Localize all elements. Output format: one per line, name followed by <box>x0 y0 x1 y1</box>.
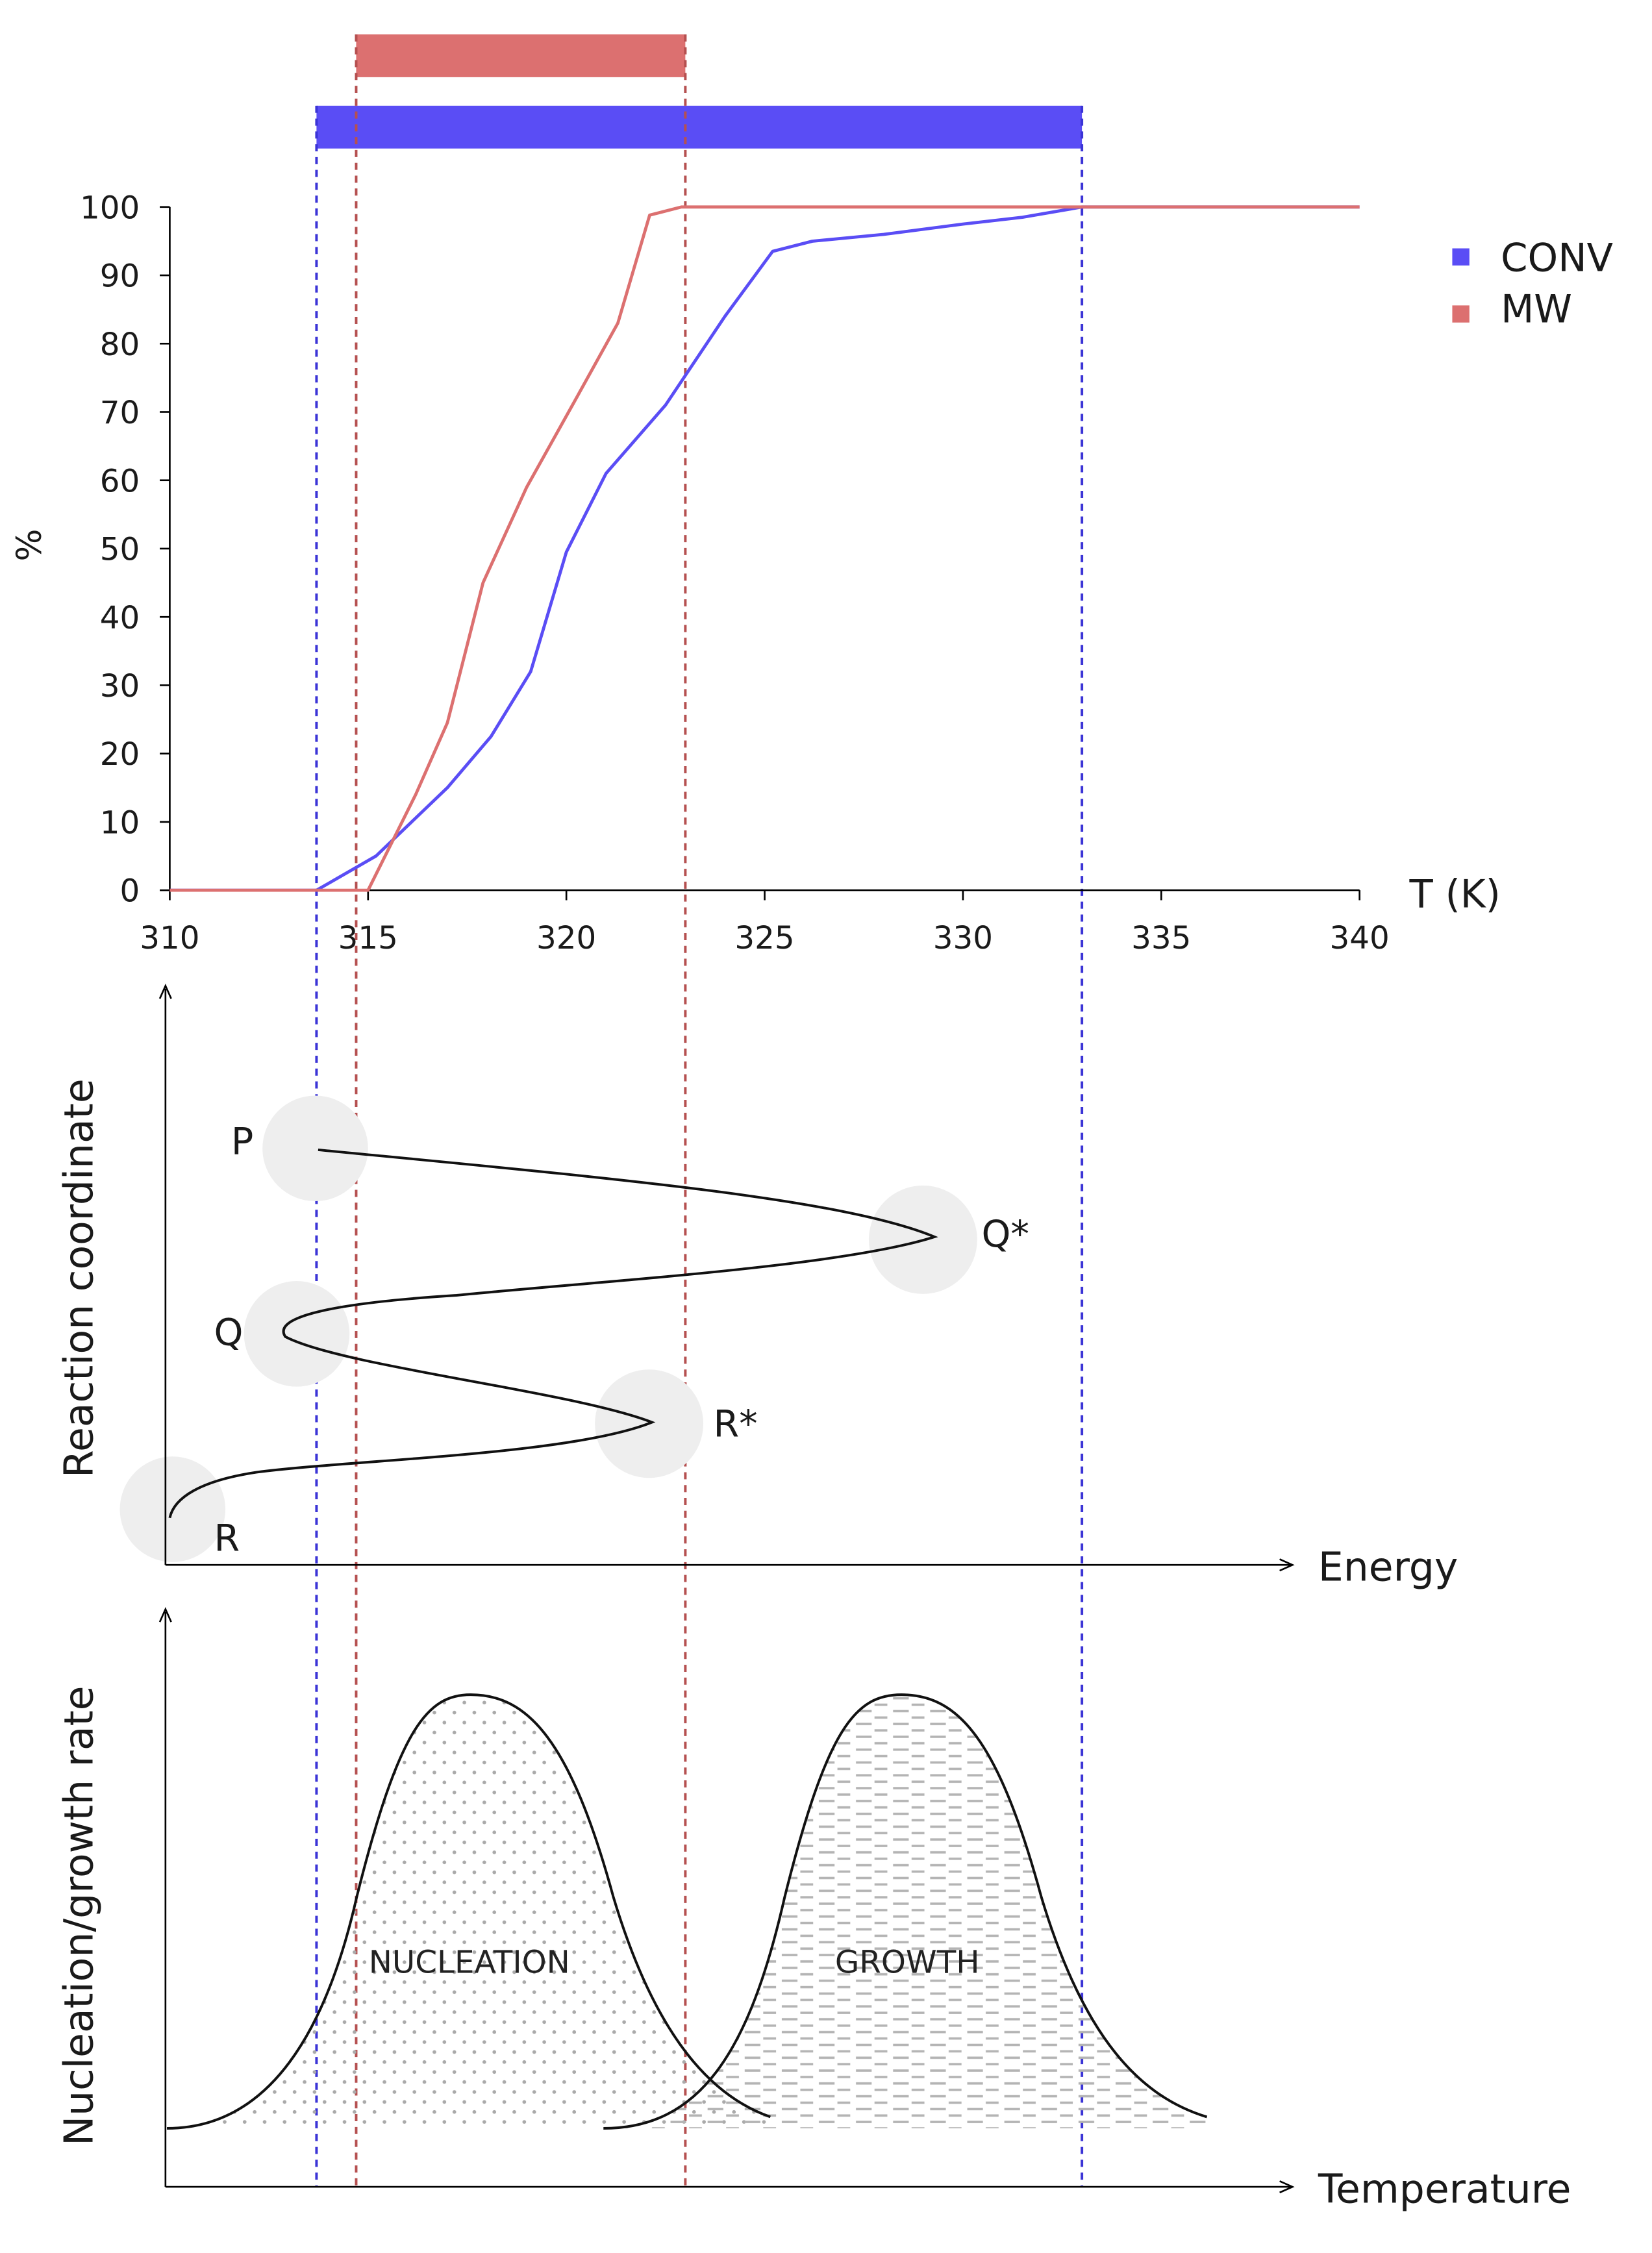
growth-fill <box>603 1695 1207 2129</box>
y-axis-arrowhead <box>158 984 172 999</box>
y-tick-label: 30 <box>100 668 140 704</box>
nucleation-fill <box>167 1695 771 2129</box>
x-tick-label: 335 <box>1131 920 1191 956</box>
label-p: P <box>231 1121 253 1164</box>
state-circle-p <box>262 1095 368 1202</box>
x-ticks: 310 315 320 325 330 335 340 <box>140 890 1390 956</box>
x-tick-label: 315 <box>338 920 398 956</box>
y-tick-label: 90 <box>100 258 140 295</box>
rate-diagram: NUCLEATION GROWTH Nucleation/growth rate… <box>55 1607 1571 2212</box>
label-r: R <box>214 1517 240 1560</box>
conversion-chart: 0 10 20 30 40 50 60 70 80 90 100 310 315 320 325 330 33… <box>10 190 1614 956</box>
y-tick-label: 100 <box>80 190 140 226</box>
nucleation-curve <box>167 1693 771 2130</box>
energy-x-axis-label: Energy <box>1318 1543 1458 1590</box>
y-tick-label: 80 <box>100 327 140 363</box>
label-q-star: Q* <box>981 1213 1029 1256</box>
y-tick-label: 20 <box>100 736 140 773</box>
series-line-mw <box>169 205 1360 892</box>
y-tick-label: 40 <box>100 600 140 636</box>
rate-x-axis-arrowhead <box>1279 2180 1295 2194</box>
x-tick-label: 330 <box>933 920 993 956</box>
label-q: Q <box>214 1312 244 1354</box>
legend-swatch-conv <box>1452 248 1470 266</box>
energy-diagram: P Q* Q R* R Reaction coordinate Energy <box>55 984 1458 1590</box>
energy-y-axis-label: Reaction coordinate <box>55 1078 102 1478</box>
y-axis-label: % <box>10 529 49 561</box>
x-tick-label: 340 <box>1330 920 1390 956</box>
legend-label-mw: MW <box>1501 287 1572 332</box>
x-tick-label: 325 <box>734 920 794 956</box>
x-tick-label: 320 <box>536 920 596 956</box>
range-bar-conv <box>316 105 1083 149</box>
nucleation-label: NUCLEATION <box>369 1945 570 1981</box>
x-axis-label: T (K) <box>1409 871 1501 916</box>
y-tick-label: 70 <box>100 395 140 431</box>
y-ticks: 0 10 20 30 40 50 60 70 80 90 100 <box>80 190 170 910</box>
growth-label: GROWTH <box>835 1945 980 1981</box>
legend-swatch-mw <box>1452 305 1470 323</box>
rate-y-axis-label: Nucleation/growth rate <box>55 1686 102 2145</box>
y-tick-label: 50 <box>100 532 140 568</box>
rate-y-axis-arrowhead <box>158 1607 172 1623</box>
rate-x-axis-label: Temperature <box>1318 2165 1571 2212</box>
state-circle-q <box>244 1281 350 1387</box>
range-bars <box>316 34 1083 149</box>
y-tick-label: 10 <box>100 804 140 841</box>
x-axis-arrowhead <box>1279 1558 1295 1572</box>
series-line-conv <box>169 205 1360 892</box>
range-bar-mw <box>356 34 686 77</box>
label-r-star: R* <box>713 1403 757 1446</box>
reaction-path-curve <box>168 1148 938 1519</box>
y-tick-label: 0 <box>120 873 140 910</box>
legend-label-conv: CONV <box>1501 236 1613 280</box>
y-tick-label: 60 <box>100 463 140 499</box>
series-lines <box>169 205 1360 892</box>
legend: CONV MW <box>1452 236 1614 332</box>
x-tick-label: 310 <box>140 920 199 956</box>
growth-curve <box>603 1693 1208 2130</box>
